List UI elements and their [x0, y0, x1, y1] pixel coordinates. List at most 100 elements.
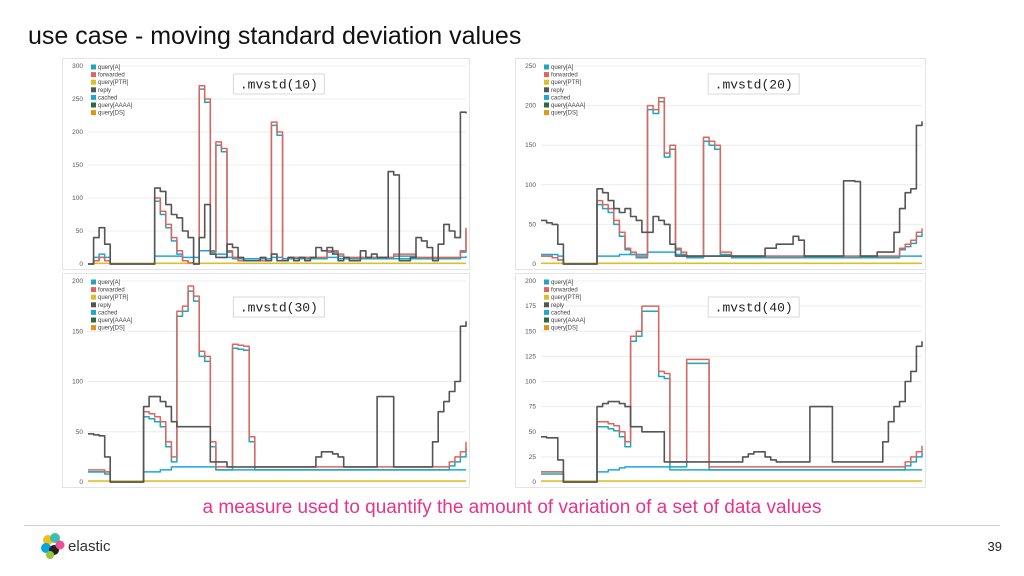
- y-tick-label: 300: [72, 63, 83, 70]
- y-tick-label: 150: [525, 328, 536, 335]
- series-line-reply: [88, 321, 467, 483]
- legend-swatch-query-aaaa: [544, 317, 549, 323]
- function-label-text: .mvstd(20): [715, 78, 793, 93]
- legend-swatch-cached: [544, 94, 549, 100]
- legend-label-reply: reply: [551, 303, 564, 309]
- series-line-reply: [541, 341, 923, 483]
- y-tick-label: 150: [72, 328, 83, 335]
- legend-label-query-ptr: query[PTR]: [551, 80, 582, 86]
- y-tick-label: 50: [529, 429, 537, 436]
- legend-swatch-query-a: [91, 279, 96, 285]
- y-tick-label: 250: [72, 96, 83, 103]
- legend-swatch-query-ds: [544, 325, 549, 331]
- function-label-text: .mvstd(40): [715, 301, 793, 316]
- legend-swatch-query-ptr: [91, 79, 96, 85]
- legend-label-query-aaaa: query[AAAA]: [98, 103, 133, 109]
- legend-swatch-query-ptr: [544, 294, 549, 300]
- legend-swatch-query-ptr: [544, 79, 549, 85]
- y-tick-label: 200: [72, 278, 83, 285]
- y-tick-label: 50: [529, 221, 537, 228]
- y-tick-label: 50: [76, 228, 84, 235]
- legend-label-cached: cached: [98, 310, 117, 316]
- legend-label-query-ds: query[DS]: [551, 326, 578, 332]
- legend-label-query-aaaa: query[AAAA]: [551, 318, 586, 324]
- legend-swatch-query-ptr: [91, 294, 96, 300]
- legend-swatch-query-ds: [91, 325, 96, 331]
- legend-swatch-forwarded: [91, 287, 96, 293]
- legend-swatch-query-ds: [91, 110, 96, 116]
- footer-divider: [24, 525, 1000, 526]
- legend-swatch-reply: [544, 87, 549, 93]
- elastic-logo-text: elastic: [68, 538, 111, 555]
- legend-label-query-ds: query[DS]: [98, 326, 125, 332]
- legend-swatch-query-a: [544, 64, 549, 70]
- y-tick-label: 200: [72, 129, 83, 136]
- function-label: .mvstd(10): [232, 73, 325, 95]
- legend-label-cached: cached: [551, 95, 570, 101]
- legend-swatch-reply: [544, 302, 549, 308]
- y-tick-label: 75: [529, 404, 537, 411]
- legend-label-forwarded: forwarded: [98, 288, 125, 294]
- legend-swatch-query-ds: [544, 110, 549, 116]
- legend-label-query-a: query[A]: [551, 65, 574, 71]
- legend-swatch-query-aaaa: [91, 317, 96, 323]
- y-tick-label: 100: [525, 182, 536, 189]
- series-line-reply: [541, 121, 923, 265]
- y-tick-label: 125: [525, 353, 536, 360]
- legend-swatch-forwarded: [544, 287, 549, 293]
- y-tick-label: 100: [72, 195, 83, 202]
- legend-label-forwarded: forwarded: [551, 288, 578, 294]
- legend-label-query-ptr: query[PTR]: [98, 80, 129, 86]
- function-label-text: .mvstd(10): [240, 78, 318, 93]
- legend-swatch-forwarded: [544, 72, 549, 78]
- y-tick-label: 50: [76, 429, 84, 436]
- legend-swatch-query-aaaa: [91, 102, 96, 108]
- legend-label-query-ptr: query[PTR]: [551, 295, 582, 301]
- legend-swatch-cached: [544, 309, 549, 315]
- function-label-text: .mvstd(30): [240, 301, 318, 316]
- legend-swatch-query-a: [91, 64, 96, 70]
- function-label-box: [232, 296, 325, 318]
- y-tick-label: 0: [79, 261, 83, 268]
- legend-label-query-a: query[A]: [98, 65, 121, 71]
- legend-label-query-aaaa: query[AAAA]: [98, 318, 133, 324]
- legend-label-query-ds: query[DS]: [98, 111, 125, 117]
- y-tick-label: 0: [79, 479, 83, 486]
- series-line-forwarded: [541, 305, 923, 483]
- function-label-box: [232, 73, 325, 95]
- slide-title: use case - moving standard deviation val…: [28, 22, 522, 50]
- y-tick-label: 200: [525, 278, 536, 285]
- function-label-box: [707, 73, 800, 95]
- y-tick-label: 175: [525, 303, 536, 310]
- legend-label-cached: cached: [98, 95, 117, 101]
- legend-swatch-query-aaaa: [544, 102, 549, 108]
- y-tick-label: 100: [525, 379, 536, 386]
- legend-swatch-reply: [91, 302, 96, 308]
- y-tick-label: 150: [72, 162, 83, 169]
- legend-label-reply: reply: [551, 88, 564, 94]
- y-tick-label: 150: [525, 142, 536, 149]
- legend-swatch-reply: [91, 87, 96, 93]
- y-tick-label: 100: [72, 379, 83, 386]
- legend-label-forwarded: forwarded: [98, 73, 125, 79]
- series-line-forwarded: [541, 96, 923, 265]
- elastic-logo: elastic: [41, 533, 111, 559]
- series-line-reply: [88, 111, 467, 265]
- function-label: .mvstd(20): [707, 73, 800, 95]
- page-number: 39: [987, 539, 1002, 554]
- caption: a measure used to quantify the amount of…: [202, 497, 822, 518]
- legend-swatch-cached: [91, 94, 96, 100]
- legend-label-reply: reply: [98, 88, 111, 94]
- function-label: .mvstd(30): [232, 296, 325, 318]
- mvstd-20-chart: 0 50 100 150 200 250 query[A] forwardedquery[PT…: [515, 58, 926, 270]
- legend-label-query-a: query[A]: [551, 280, 574, 286]
- series-line-query-a: [88, 290, 467, 483]
- y-tick-label: 250: [525, 63, 536, 70]
- legend-swatch-query-a: [544, 279, 549, 285]
- legend-label-reply: reply: [98, 303, 111, 309]
- legend-label-cached: cached: [551, 310, 570, 316]
- function-label: .mvstd(40): [707, 296, 800, 318]
